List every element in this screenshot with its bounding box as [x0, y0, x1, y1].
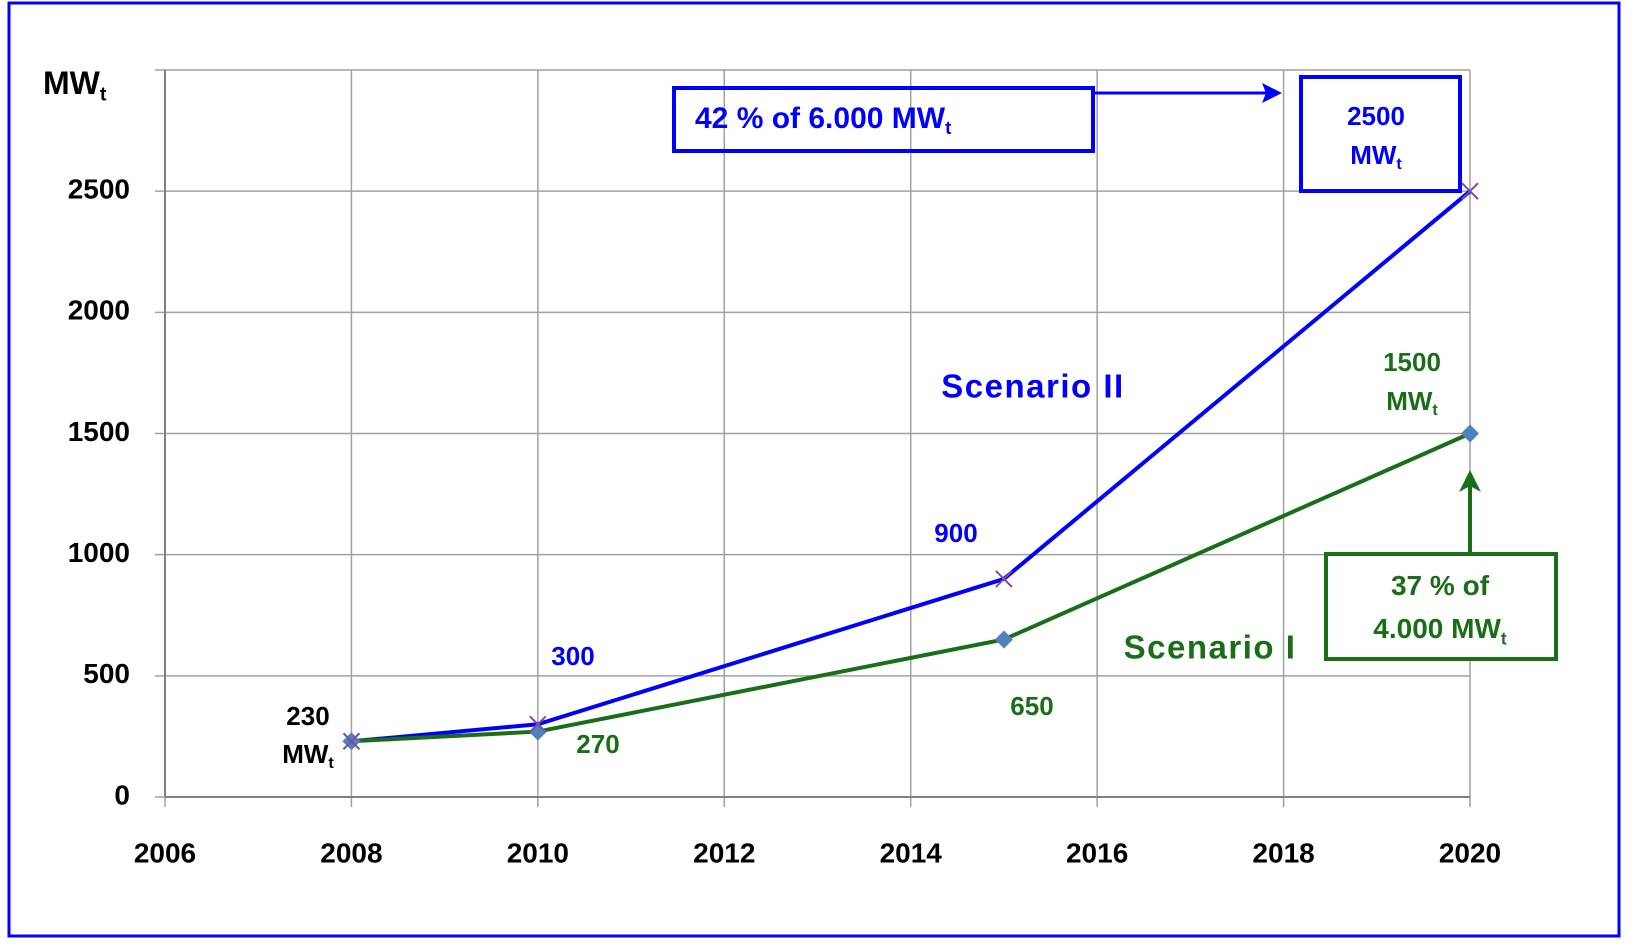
grid [155, 69, 1471, 807]
series-name: Scenario II [941, 368, 1124, 405]
subscript: t [945, 117, 951, 138]
data-label: 230 [286, 701, 329, 731]
y-axis-label-main: MW [43, 65, 101, 101]
x-tick-label: 2008 [320, 837, 382, 868]
y-tick-label: 0 [114, 779, 130, 810]
x-tick-label: 2014 [880, 837, 943, 868]
data-label: 900 [934, 518, 977, 548]
marker [342, 732, 361, 750]
annotation: 42 % of 6.000 MWt [695, 102, 951, 138]
marker [529, 715, 547, 734]
marker [1461, 424, 1479, 443]
marker [994, 630, 1013, 649]
marker [528, 722, 547, 741]
data-label: MWt [282, 739, 334, 772]
y-axis-label: MWt [43, 65, 107, 105]
y-tick-label: 1500 [68, 416, 130, 447]
data-label-main: MW [282, 739, 329, 769]
data-label-main: 1500 [1383, 347, 1441, 377]
labels: 0 500 1000 1500 2000 2500 2006 2008 2010 2012 2014… [43, 65, 1507, 868]
subscript: t [1396, 155, 1402, 173]
lines [342, 182, 1479, 751]
data-label-main: 230 [286, 701, 329, 731]
frame [7, 1, 1621, 938]
y-tick-label: 2500 [68, 174, 130, 205]
x-tick-label: 2012 [693, 837, 755, 868]
x-tick-label: 2020 [1439, 837, 1501, 868]
data-label-main: MW [1386, 386, 1433, 416]
annotation-main: 42 % of 6.000 MW [695, 102, 946, 135]
annotation-main: 4.000 MW [1373, 613, 1501, 644]
data-label: 270 [576, 729, 619, 759]
data-label-main: MW [1350, 140, 1397, 170]
series-name: Scenario I [1124, 629, 1297, 666]
marker [995, 570, 1013, 588]
data-label: MWt [1350, 140, 1402, 173]
data-label: 2500 [1347, 101, 1405, 131]
data-label: 1500 [1383, 347, 1441, 377]
y-tick-label: 2000 [68, 295, 130, 326]
series-line [351, 431, 1471, 744]
data-label: MWt [1386, 386, 1438, 419]
arrow-head [1459, 470, 1481, 492]
x-tick-label: 2016 [1066, 837, 1128, 868]
subscript: t [1432, 401, 1438, 419]
subscript: t [328, 754, 334, 772]
label-box [1299, 75, 1462, 193]
y-tick-label: 1000 [68, 537, 130, 568]
x-tick-label: 2018 [1252, 837, 1314, 868]
series-line [351, 189, 1472, 744]
y-tick-label: 500 [83, 658, 130, 689]
subscript: t [1501, 628, 1507, 648]
marker [1461, 182, 1479, 200]
annotation: 37 % of [1391, 570, 1490, 601]
annotation-box [672, 86, 1095, 153]
data-label: 650 [1010, 691, 1053, 721]
data-label: 300 [551, 641, 594, 671]
data-label-main: 2500 [1347, 101, 1405, 131]
annotation-main: 37 % of [1391, 570, 1490, 601]
x-tick-label: 2010 [507, 837, 569, 868]
arrow-head [1262, 83, 1282, 103]
annotation-shapes [672, 75, 1558, 661]
annotation-box [1324, 552, 1558, 661]
subscript: t [100, 84, 107, 106]
x-tick-label: 2006 [134, 837, 196, 868]
annotation: 4.000 MWt [1373, 613, 1507, 648]
